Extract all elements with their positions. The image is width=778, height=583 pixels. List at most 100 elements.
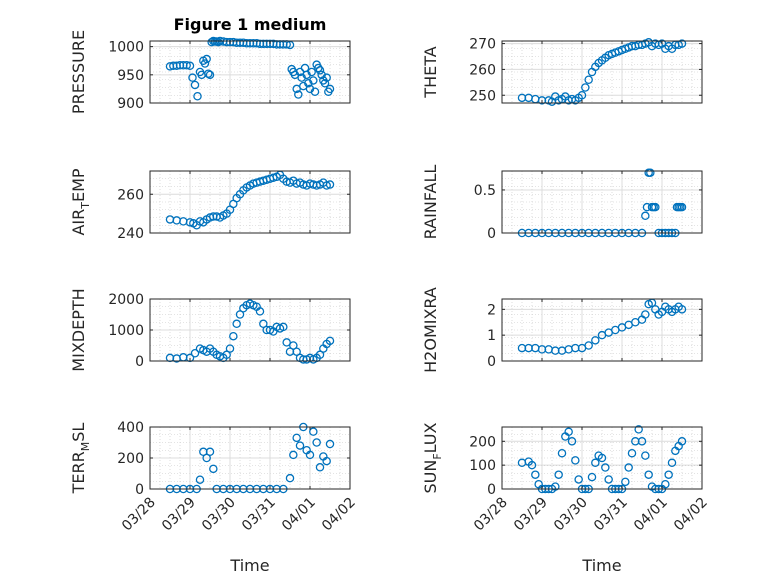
- data-series: [165, 170, 335, 230]
- data-point: [185, 61, 195, 71]
- data-point: [677, 39, 687, 48]
- data-point: [315, 66, 325, 75]
- data-series: [517, 298, 687, 355]
- data-point: [325, 336, 335, 346]
- subplot-2: 250 260 270 THETA: [421, 37, 703, 106]
- y-tick-label: 1000: [108, 323, 144, 339]
- data-point: [312, 438, 321, 447]
- data-point: [282, 338, 291, 347]
- data-point: [307, 67, 316, 77]
- y-tick-label: 1000: [108, 40, 144, 56]
- subplot-3: 240 260 AIRTEMP: [69, 168, 351, 242]
- data-point: [641, 310, 650, 319]
- data-point: [325, 84, 335, 94]
- data-series: [165, 299, 335, 364]
- data-point: [209, 464, 218, 474]
- data-point: [205, 70, 215, 80]
- data-point: [624, 463, 633, 472]
- y-tick-label: 0.5: [474, 183, 496, 199]
- y-tick-label: 950: [117, 68, 144, 84]
- y-tick-label: 200: [469, 434, 496, 450]
- data-point: [205, 447, 215, 457]
- data-point: [597, 453, 607, 463]
- data-point: [310, 87, 320, 96]
- data-point: [195, 475, 205, 484]
- x-axis-label: Time: [581, 556, 621, 575]
- y-axis-label: TERRMSL: [69, 423, 92, 495]
- data-point: [551, 482, 560, 491]
- data-point: [571, 456, 580, 465]
- y-tick-label: 0: [487, 482, 496, 498]
- data-point: [279, 322, 288, 332]
- grid: [149, 40, 351, 104]
- data-point: [637, 437, 647, 446]
- y-axis-label: MIXDEPTH: [69, 288, 88, 371]
- y-tick-label: 240: [117, 226, 144, 242]
- data-point: [295, 441, 305, 450]
- data-point: [325, 439, 335, 449]
- data-point: [661, 479, 670, 489]
- data-point: [587, 472, 597, 482]
- y-tick-label: 100: [469, 458, 496, 474]
- data-point: [325, 180, 335, 189]
- y-tick-label: 0: [487, 354, 496, 370]
- data-point: [204, 69, 213, 78]
- axes-box: [501, 170, 703, 234]
- data-point: [229, 331, 238, 341]
- axes-box: [501, 298, 703, 362]
- y-tick-label: 1: [487, 328, 496, 344]
- y-tick-label: 400: [117, 420, 144, 436]
- data-point: [292, 433, 301, 443]
- y-axis-label: THETA: [421, 46, 440, 98]
- data-point: [567, 437, 577, 446]
- y-axis-label: AIRTEMP: [69, 168, 92, 235]
- y-axis-label: H2OMIXRA: [421, 287, 440, 373]
- data-point: [591, 336, 600, 345]
- data-point: [527, 460, 537, 470]
- x-axis-label: Time: [229, 556, 269, 575]
- data-point: [554, 470, 563, 479]
- subplot-5: 0 1000 2000 MIXDEPTH: [69, 288, 351, 372]
- data-point: [289, 450, 298, 460]
- data-point: [309, 76, 318, 85]
- data-point: [677, 437, 687, 446]
- axes-box: [501, 426, 703, 490]
- data-point: [200, 59, 210, 68]
- data-point: [322, 456, 331, 466]
- data-point: [601, 463, 610, 472]
- data-point: [627, 448, 637, 458]
- data-point: [577, 91, 587, 100]
- y-tick-label: 0: [135, 354, 144, 370]
- data-point: [214, 37, 223, 47]
- data-point: [664, 470, 673, 479]
- data-point: [564, 427, 573, 437]
- y-tick-label: 2: [487, 302, 496, 318]
- y-tick-label: 250: [469, 88, 496, 104]
- data-point: [634, 425, 643, 434]
- data-point: [651, 202, 660, 212]
- y-tick-label: 0: [135, 482, 144, 498]
- y-axis-label: PRESSURE: [69, 30, 88, 114]
- data-point: [621, 477, 630, 487]
- data-point: [677, 202, 687, 212]
- data-point: [604, 475, 613, 484]
- y-tick-label: 260: [117, 187, 144, 203]
- data-point: [193, 91, 202, 101]
- data-point: [557, 448, 567, 458]
- y-tick-label: 200: [117, 451, 144, 467]
- y-axis-label: SUNFLUX: [421, 422, 444, 493]
- axes-box: [149, 170, 351, 234]
- data-point: [314, 63, 323, 73]
- y-tick-label: 900: [117, 96, 144, 112]
- subplot-4: 0 0.5 RAINFALL: [421, 165, 703, 242]
- subplot-6: 0 1 2 H2OMIXRA: [421, 287, 703, 373]
- data-point: [315, 463, 325, 472]
- axes-box: [501, 40, 703, 104]
- data-point: [309, 427, 318, 436]
- y-axis-label: RAINFALL: [421, 165, 440, 240]
- y-tick-label: 270: [469, 37, 496, 53]
- y-tick-label: 0: [487, 226, 496, 242]
- data-point: [232, 319, 241, 329]
- data-point: [531, 470, 540, 479]
